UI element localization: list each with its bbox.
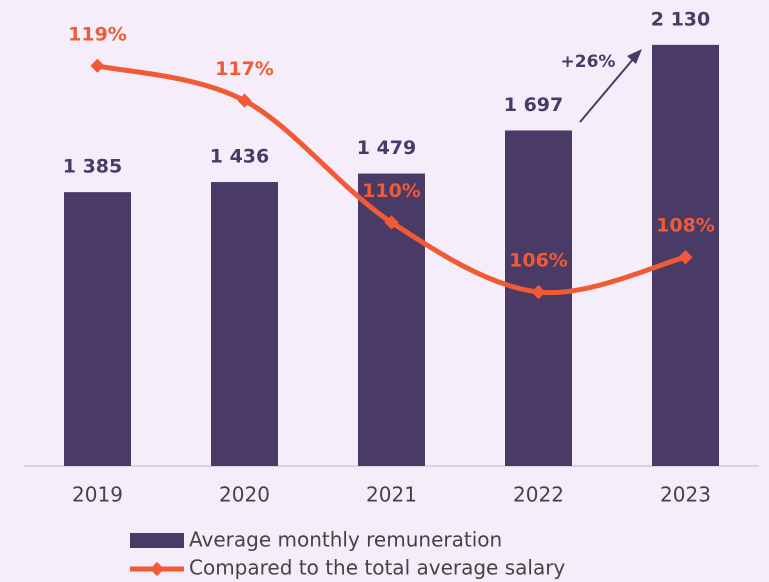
annotation: +26% bbox=[561, 52, 616, 72]
x-tick-label: 2019 bbox=[72, 483, 123, 507]
line-marker bbox=[678, 250, 693, 265]
bar-label: 2 130 bbox=[651, 8, 711, 30]
bar-label: 1 697 bbox=[504, 94, 564, 116]
legend-swatch bbox=[130, 533, 184, 548]
bar-label: 1 385 bbox=[63, 156, 123, 178]
x-tick-label: 2021 bbox=[366, 483, 417, 507]
line-label: 117% bbox=[215, 58, 274, 80]
line-label: 110% bbox=[362, 180, 421, 202]
line-label: 106% bbox=[509, 250, 568, 272]
x-tick-label: 2023 bbox=[660, 483, 711, 507]
annotation-arrow bbox=[579, 57, 635, 123]
line-label: 119% bbox=[68, 23, 127, 45]
bar-label: 1 479 bbox=[357, 137, 417, 159]
bar bbox=[64, 192, 131, 467]
line-marker bbox=[90, 58, 105, 73]
legend-label: Average monthly remuneration bbox=[189, 528, 502, 552]
bar bbox=[211, 182, 278, 466]
annotation-arrowhead bbox=[627, 49, 642, 64]
x-tick-label: 2020 bbox=[219, 483, 270, 507]
legend-label: Compared to the total average salary bbox=[189, 556, 565, 580]
x-tick-label: 2022 bbox=[513, 483, 564, 507]
bar-label: 1 436 bbox=[210, 146, 270, 168]
line-marker bbox=[384, 215, 399, 230]
line-marker bbox=[531, 284, 546, 300]
line-label: 108% bbox=[656, 215, 715, 237]
legend-marker bbox=[149, 561, 165, 577]
